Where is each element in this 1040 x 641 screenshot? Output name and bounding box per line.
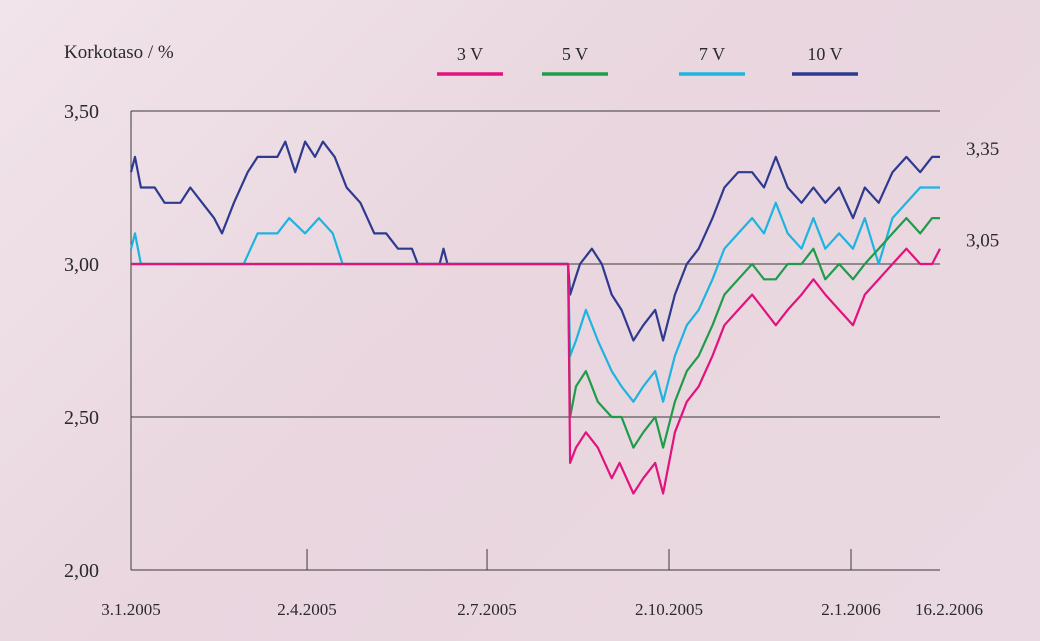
y-tick-label: 2,50 [64,407,99,429]
legend-item: 5 V [542,44,608,76]
x-tick-label: 2.4.2005 [277,600,337,619]
series-line-5v [131,217,940,449]
y-tick-label: 3,50 [64,101,99,123]
x-tick-label: 2.10.2005 [635,600,703,619]
legend-label: 10 V [807,44,842,64]
series-line-10v [129,140,940,342]
x-tick-label: 3.1.2005 [101,600,161,619]
legend-label: 3 V [457,44,483,64]
end-label: 3,35 [966,139,999,160]
legend-item: 10 V [792,44,858,76]
x-tick-label: 2.1.2006 [821,600,881,619]
y-axis-label: Korkotaso / % [64,42,174,63]
x-tick-labels: 3.1.2005 2.4.2005 2.7.2005 2.10.2005 2.1.200… [101,600,983,619]
gridlines [131,110,940,571]
y-tick-label: 2,00 [64,560,99,582]
legend-item: 7 V [679,44,745,76]
series-line-7v [129,186,940,403]
legend-item: 3 V [437,44,503,76]
y-tick-label: 3,00 [64,254,99,276]
end-label: 3,05 [966,231,999,252]
axes [130,111,852,570]
end-labels: 3,35 3,05 [966,139,999,252]
x-tick-label: 2.7.2005 [457,600,517,619]
y-tick-labels: 3,50 3,00 2,50 2,00 [64,101,99,582]
series-lines [129,140,941,495]
series-line-3v [131,247,941,495]
x-tick-label: 16.2.2006 [915,600,983,619]
legend-label: 7 V [699,44,725,64]
legend: 3 V 5 V 7 V 10 V [437,44,858,76]
legend-label: 5 V [562,44,588,64]
